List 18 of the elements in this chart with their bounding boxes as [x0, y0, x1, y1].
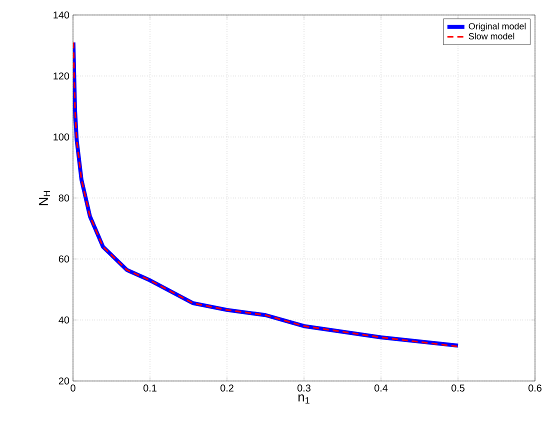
- y-tick-label: 40: [58, 316, 70, 324]
- y-tick-label: 60: [58, 255, 70, 263]
- y-tick-label: 80: [58, 194, 70, 202]
- x-tick-label: 0.6: [528, 384, 542, 392]
- x-axis-title: n$_{1}$: [298, 394, 310, 404]
- y-axis-title: N$_{H}$: [38, 191, 50, 206]
- x-tick-label: 0.4: [374, 384, 388, 392]
- y-tick-label: 120: [54, 72, 70, 80]
- legend-label: Original model: [468, 22, 526, 32]
- x-tick-label: 0: [70, 384, 76, 392]
- y-tick-label: 20: [58, 377, 70, 385]
- x-tick-label: 0.5: [451, 384, 465, 392]
- y-tick-label: 100: [54, 133, 70, 141]
- x-tick-label: 0.2: [220, 384, 234, 392]
- y-tick-label: 140: [54, 11, 70, 19]
- x-tick-label: 0.3: [297, 384, 310, 392]
- x-tick-label: 0.1: [143, 384, 156, 392]
- legend-label: Slow model: [468, 32, 514, 40]
